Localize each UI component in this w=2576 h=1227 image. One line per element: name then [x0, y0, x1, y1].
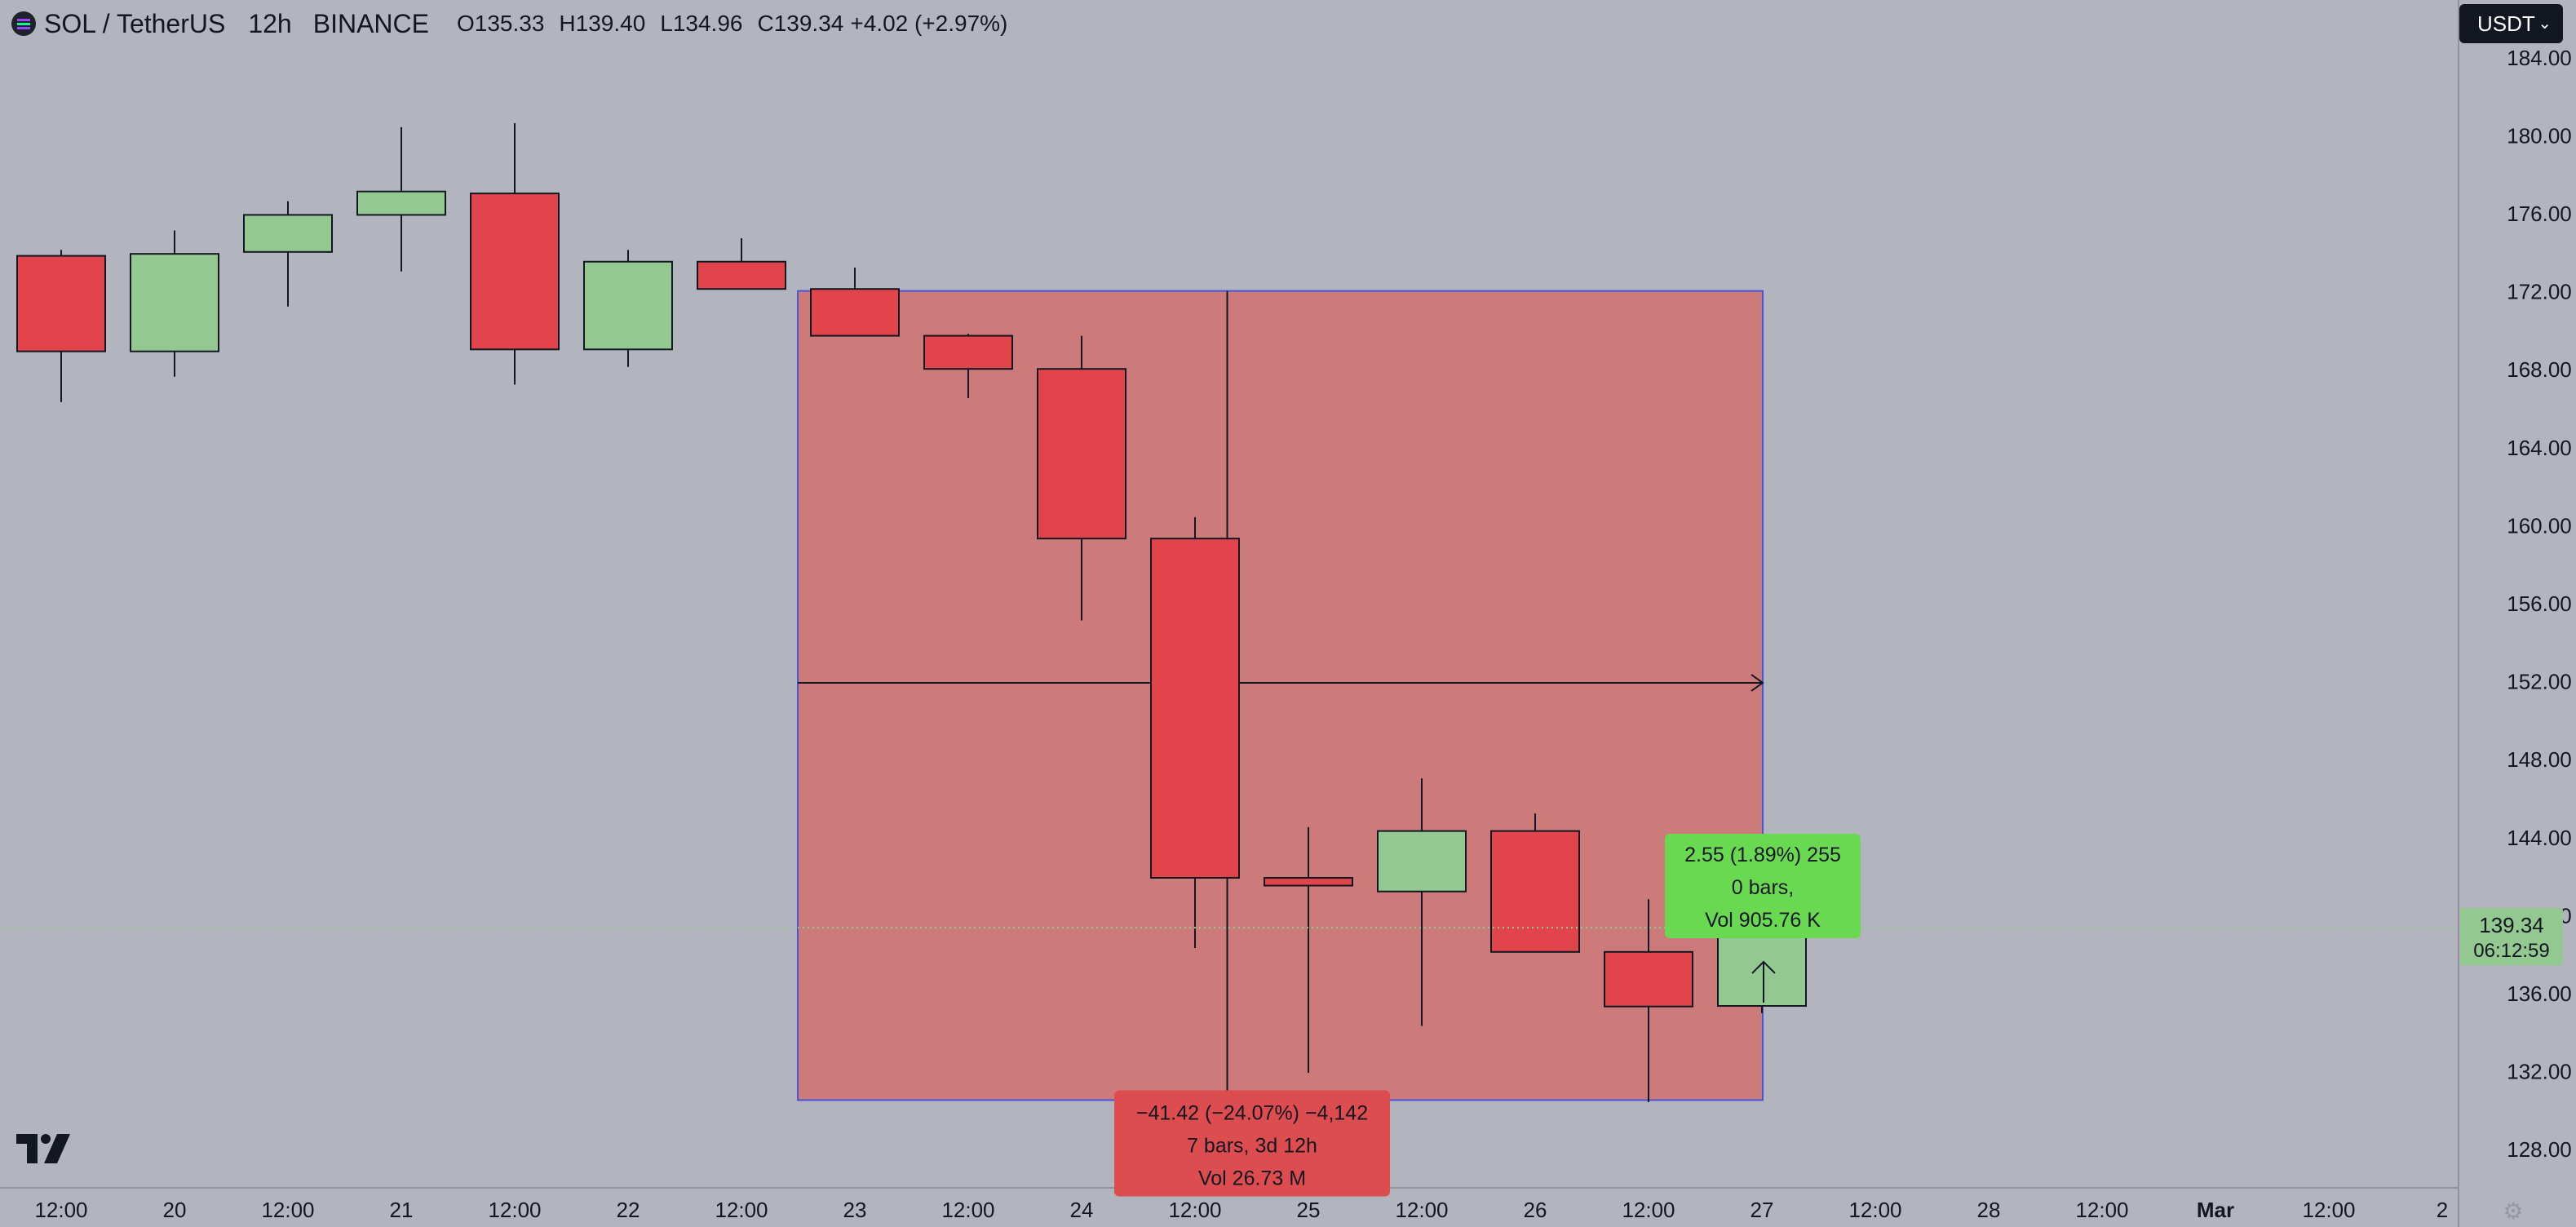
price-tick-label: 128.00 [2507, 1137, 2572, 1162]
time-tick-label: 20 [163, 1198, 187, 1222]
high-value: 139.40 [575, 11, 646, 36]
tradingview-logo-icon[interactable] [16, 1134, 73, 1163]
price-tick-label: 156.00 [2507, 591, 2572, 616]
last-price-badge [2460, 908, 2563, 966]
low-value: 134.96 [672, 11, 743, 36]
cursor-arrow-icon [1751, 960, 1776, 1003]
price-tick-label: 164.00 [2507, 436, 2572, 460]
candle-body[interactable] [1717, 927, 1807, 1008]
time-tick-label: 12:00 [2075, 1198, 2128, 1222]
chevron-down-icon: ⌄ [2538, 15, 2552, 33]
time-tick-label: Mar [2197, 1198, 2234, 1222]
time-tick-label: 12:00 [261, 1198, 314, 1222]
candle-body[interactable] [1264, 876, 1353, 887]
price-tick-label: 160.00 [2507, 513, 2572, 538]
measure-info-line: 7 bars, 3d 12h [1187, 1134, 1317, 1157]
candle-body[interactable] [583, 260, 673, 351]
time-tick-label: 12:00 [941, 1198, 994, 1222]
bar-countdown: 06:12:59 [2473, 940, 2549, 962]
candle-body[interactable] [1604, 950, 1693, 1008]
price-tick-label: 148.00 [2507, 747, 2572, 772]
low-label: L [660, 11, 673, 36]
time-tick-label: 26 [1524, 1198, 1547, 1222]
price-tick-label: 176.00 [2507, 202, 2572, 226]
time-tick-label: 12:00 [34, 1198, 87, 1222]
price-tick-label: 184.00 [2507, 46, 2572, 70]
time-tick-label: 12:00 [715, 1198, 768, 1222]
high-label: H [559, 11, 576, 36]
price-tick-label: 132.00 [2507, 1060, 2572, 1084]
open-label: O [456, 11, 475, 36]
solana-logo-icon [11, 11, 36, 36]
candle-body[interactable] [470, 193, 560, 351]
price-tick-label: 168.00 [2507, 357, 2572, 382]
time-tick-label: 12:00 [1622, 1198, 1675, 1222]
price-tick-label: 172.00 [2507, 280, 2572, 304]
measure-info-box [1114, 1090, 1390, 1197]
symbol-header[interactable]: SOL / TetherUS 12h BINANCE O 135.33 H 139.… [11, 5, 1014, 42]
time-tick-label: 2 [2437, 1198, 2448, 1222]
candle-body[interactable] [1377, 830, 1467, 893]
close-label: C [757, 11, 774, 36]
time-tick-label: 12:00 [1395, 1198, 1448, 1222]
measure-arrow-head [1751, 674, 1764, 692]
gear-icon[interactable]: ⚙ [2503, 1198, 2524, 1224]
candle-body[interactable] [810, 288, 900, 337]
time-tick-label: 27 [1751, 1198, 1774, 1222]
candle-body[interactable] [923, 334, 1013, 370]
close-value: 139.34 [773, 11, 844, 36]
candle-body[interactable] [243, 214, 333, 253]
measure-info-line: Vol 26.73 M [1198, 1167, 1306, 1189]
time-tick-label: 12:00 [488, 1198, 541, 1222]
cursor-info-box [1665, 834, 1861, 938]
interval[interactable]: 12h [248, 8, 292, 38]
time-tick-label: 22 [617, 1198, 640, 1222]
candle-body[interactable] [356, 190, 446, 216]
time-tick-label: 25 [1297, 1198, 1321, 1222]
candle-body[interactable] [130, 253, 219, 352]
candle-body[interactable] [697, 260, 786, 290]
price-tick-label: 144.00 [2507, 826, 2572, 850]
measure-range-box[interactable] [797, 290, 1764, 1101]
currency-label: USDT [2477, 11, 2535, 36]
price-tick-label: 152.00 [2507, 670, 2572, 694]
time-tick-label: 28 [1977, 1198, 2001, 1222]
cursor-info-line: 2.55 (1.89%) 255 [1684, 844, 1841, 866]
cursor-info-line: Vol 905.76 K [1705, 909, 1821, 932]
time-tick-label: 12:00 [1848, 1198, 1901, 1222]
currency-dropdown[interactable]: USDT ⌄ [2459, 4, 2563, 43]
candle-body[interactable] [16, 255, 106, 352]
open-value: 135.33 [474, 11, 545, 36]
candle-body[interactable] [1490, 830, 1580, 953]
price-tick-label: 180.00 [2507, 123, 2572, 148]
time-tick-label: 23 [843, 1198, 867, 1222]
symbol-name[interactable]: SOL / TetherUS [44, 8, 226, 38]
time-tick-label: 24 [1070, 1198, 1094, 1222]
price-tick-label: 136.00 [2507, 981, 2572, 1006]
price-change: +4.02 (+2.97%) [850, 11, 1008, 36]
time-tick-label: 12:00 [2302, 1198, 2355, 1222]
last-price-label: 139.34 [2479, 913, 2544, 937]
measure-info-line: −41.42 (−24.07%) −4,142 [1136, 1101, 1368, 1124]
candle-body[interactable] [1037, 368, 1126, 540]
time-tick-label: 21 [390, 1198, 414, 1222]
candle-body[interactable] [1150, 538, 1240, 879]
exchange: BINANCE [312, 8, 429, 38]
cursor-info-line: 0 bars, [1732, 876, 1794, 899]
time-tick-label: 12:00 [1168, 1198, 1221, 1222]
